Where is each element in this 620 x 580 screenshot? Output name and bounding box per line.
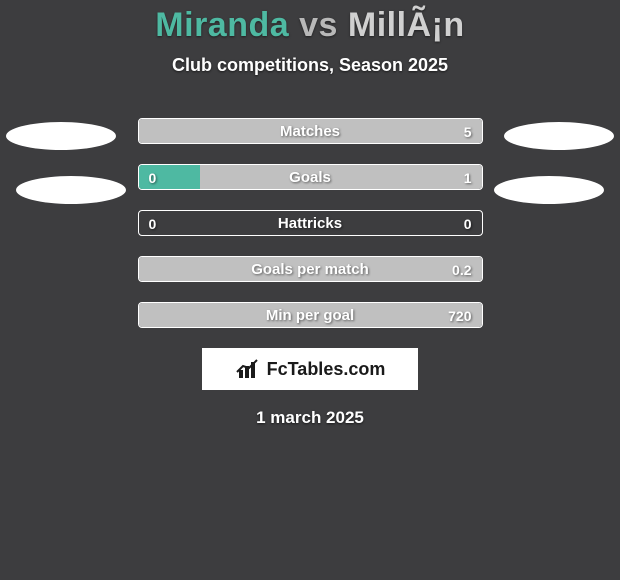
comparison-card: Miranda vs MillÃ¡n Club competitions, Se… (0, 0, 620, 580)
player1-name: Miranda (155, 6, 289, 44)
stat-label: Min per goal (139, 303, 482, 327)
subtitle: Club competitions, Season 2025 (0, 55, 620, 76)
stat-row: Hattricks0 0 (138, 210, 483, 236)
chart-icon (235, 358, 261, 380)
player1-avatar-bottom (16, 176, 126, 204)
stat-row: Goals per match0.2 (138, 256, 483, 282)
branding-box[interactable]: FcTables.com (202, 348, 418, 390)
stats-list: Matches5Goals01Hattricks00Goals per matc… (138, 118, 483, 328)
stat-label: Matches (139, 119, 482, 143)
date-line: 1 march 2025 (0, 408, 620, 428)
branding-text: FcTables.com (267, 359, 386, 380)
stat-label: Goals (139, 165, 482, 189)
stat-label: Goals per match (139, 257, 482, 281)
player1-avatar-top (6, 122, 116, 150)
stat-row: Min per goal720 (138, 302, 483, 328)
stat-value-player2: 720 (448, 303, 471, 327)
stat-value-player2: 0.2 (452, 257, 471, 281)
stat-value-player1: 0 (149, 165, 157, 189)
stat-value-player2: 0 (464, 211, 472, 235)
stat-label: Hattricks (139, 211, 482, 235)
player2-avatar-top (504, 122, 614, 150)
vs-label: vs (299, 6, 338, 44)
player2-name: MillÃ¡n (348, 6, 465, 44)
stat-value-player2: 1 (464, 165, 472, 189)
player2-avatar-bottom (494, 176, 604, 204)
stat-row: Goals0 1 (138, 164, 483, 190)
stat-value-player2: 5 (464, 119, 472, 143)
stat-row: Matches5 (138, 118, 483, 144)
page-title: Miranda vs MillÃ¡n (0, 0, 620, 45)
stat-value-player1: 0 (149, 211, 157, 235)
